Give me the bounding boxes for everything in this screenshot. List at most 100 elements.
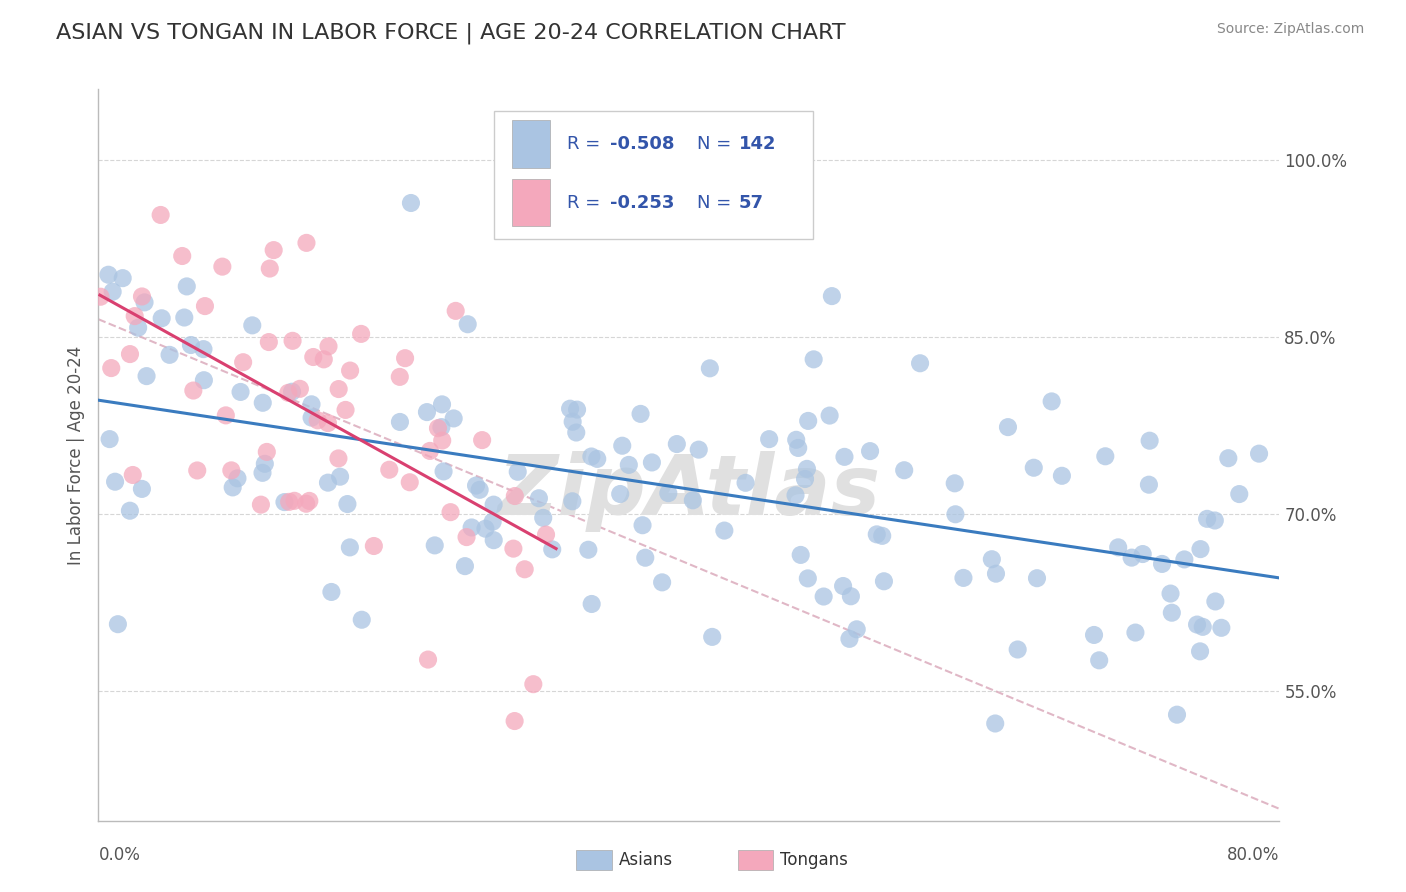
Point xyxy=(1040,394,1063,409)
Text: Tongans: Tongans xyxy=(780,851,848,869)
Point xyxy=(803,352,825,367)
Point xyxy=(176,279,198,293)
Point xyxy=(1083,628,1105,642)
Point xyxy=(794,472,817,486)
Point xyxy=(1218,451,1240,466)
Point xyxy=(107,617,129,632)
Point xyxy=(253,457,276,471)
Point xyxy=(388,415,411,429)
Point xyxy=(278,495,301,509)
Point xyxy=(444,304,467,318)
Point xyxy=(839,589,862,603)
Text: 80.0%: 80.0% xyxy=(1227,847,1279,864)
Point xyxy=(295,235,318,250)
Point xyxy=(321,585,343,599)
Point xyxy=(581,450,603,464)
Point xyxy=(665,437,688,451)
Point xyxy=(565,402,588,417)
Point xyxy=(454,559,477,574)
Point xyxy=(135,369,157,384)
Point xyxy=(273,495,295,509)
Point xyxy=(1139,434,1161,448)
Point xyxy=(172,249,194,263)
Point xyxy=(301,397,323,411)
Point xyxy=(870,529,893,543)
Point xyxy=(1150,557,1173,571)
Point xyxy=(252,466,274,480)
Point xyxy=(943,476,966,491)
Point xyxy=(651,575,673,590)
Point xyxy=(283,493,305,508)
Point xyxy=(586,451,609,466)
Point xyxy=(124,309,146,323)
Point xyxy=(281,384,304,399)
Point xyxy=(699,361,721,376)
Text: ASIAN VS TONGAN IN LABOR FORCE | AGE 20-24 CORRELATION CHART: ASIAN VS TONGAN IN LABOR FORCE | AGE 20-… xyxy=(56,22,846,44)
Point xyxy=(193,373,215,387)
Point xyxy=(118,504,141,518)
Point xyxy=(471,433,494,447)
Point xyxy=(1166,707,1188,722)
Point xyxy=(180,338,202,352)
Text: 0.0%: 0.0% xyxy=(98,847,141,864)
Point xyxy=(688,442,710,457)
Point xyxy=(789,548,811,562)
Point xyxy=(149,208,172,222)
Point xyxy=(252,396,274,410)
Point xyxy=(1189,542,1212,557)
Point xyxy=(541,542,564,557)
Point xyxy=(104,475,127,489)
Point xyxy=(561,494,583,508)
Point xyxy=(832,579,855,593)
Point xyxy=(1197,512,1219,526)
Point xyxy=(118,347,141,361)
Point xyxy=(111,271,134,285)
Point xyxy=(416,405,439,419)
Point xyxy=(328,451,350,466)
Point xyxy=(581,597,603,611)
Point xyxy=(785,433,807,447)
Point xyxy=(328,382,350,396)
Point xyxy=(427,421,450,435)
Point xyxy=(127,320,149,334)
Point xyxy=(316,475,339,490)
Point xyxy=(866,527,889,541)
Point xyxy=(335,403,357,417)
Point xyxy=(908,356,931,370)
Point xyxy=(430,397,453,411)
Point xyxy=(339,363,361,377)
Text: -0.508: -0.508 xyxy=(610,135,675,153)
Point xyxy=(97,268,120,282)
Point xyxy=(399,196,422,211)
Point xyxy=(1189,644,1212,658)
FancyBboxPatch shape xyxy=(512,178,550,227)
Point xyxy=(657,486,679,500)
Point xyxy=(513,562,536,576)
Point xyxy=(240,318,263,333)
Point xyxy=(631,518,654,533)
Point xyxy=(432,434,454,448)
Point xyxy=(257,334,280,349)
Point xyxy=(612,439,634,453)
Point xyxy=(641,455,664,469)
Point xyxy=(859,444,882,458)
Point xyxy=(221,463,243,477)
Point xyxy=(301,410,323,425)
Point xyxy=(277,385,299,400)
Point xyxy=(1007,642,1029,657)
Point xyxy=(474,522,496,536)
Point xyxy=(1094,450,1116,464)
Point xyxy=(193,342,215,356)
Point xyxy=(186,463,208,477)
Point xyxy=(1247,447,1270,461)
Point xyxy=(173,310,195,325)
Point xyxy=(256,445,278,459)
Point xyxy=(121,467,143,482)
Point xyxy=(336,497,359,511)
Point xyxy=(295,497,318,511)
Point xyxy=(1160,586,1182,600)
Point xyxy=(302,350,325,364)
Point xyxy=(785,488,807,502)
Point xyxy=(457,318,479,332)
Point xyxy=(634,550,657,565)
